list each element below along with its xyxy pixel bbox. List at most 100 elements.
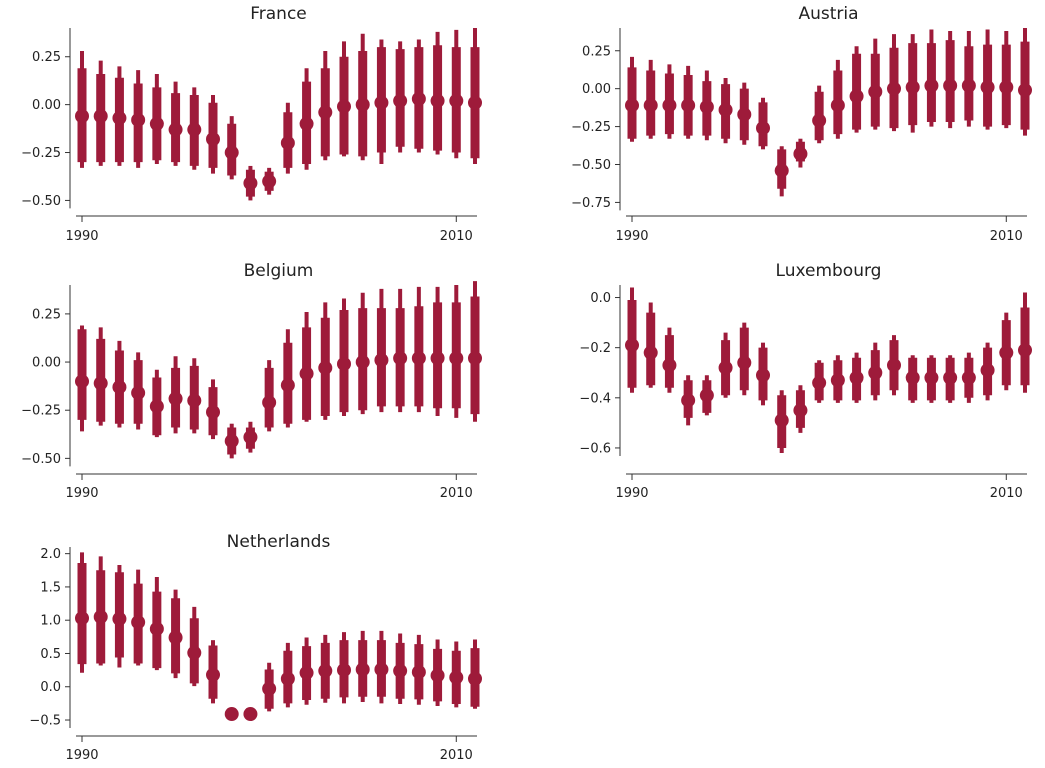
point-estimate	[662, 98, 677, 113]
point-estimate	[411, 91, 426, 106]
panel-luxembourg: Luxembourg −0.6 −0.4 −0.2 0.0 1990 2010	[579, 261, 1032, 501]
point-estimate	[887, 358, 901, 373]
y-tick-label: −0.6	[579, 441, 611, 456]
point-estimate	[299, 366, 314, 381]
point-estimate	[243, 707, 258, 722]
point-estimate	[756, 368, 770, 383]
y-tick-label: −0.25	[21, 404, 61, 419]
x-tick-label: 1990	[65, 748, 98, 763]
y-tick-label: −0.75	[571, 196, 611, 211]
point-estimate	[393, 351, 408, 366]
point-estimate	[168, 391, 183, 406]
y-tick-label: −0.50	[21, 452, 61, 467]
y-tick-label: −0.25	[21, 146, 61, 161]
point-estimate	[868, 84, 883, 99]
point-estimate	[1018, 83, 1032, 98]
point-estimate	[206, 132, 220, 147]
point-estimate	[131, 385, 146, 400]
point-estimate	[187, 393, 202, 408]
point-estimate	[999, 345, 1014, 360]
y-tick-label: 0.5	[40, 647, 61, 662]
point-estimate	[411, 665, 426, 680]
point-estimate	[93, 109, 108, 124]
point-estimate	[943, 78, 958, 93]
point-estimate	[774, 163, 789, 178]
point-estimate	[430, 351, 445, 366]
point-estimate	[262, 681, 277, 696]
x-tick-label: 2010	[440, 229, 473, 244]
point-estimate	[112, 611, 127, 626]
x-tick-label: 2010	[990, 486, 1023, 501]
point-estimate	[355, 97, 370, 112]
point-estimate	[643, 98, 658, 113]
y-tick-label: 0.0	[40, 680, 61, 695]
panel-austria: Austria −0.75 −0.50 −0.25 0.00 0.25 1990 2010	[571, 4, 1032, 244]
point-estimate	[75, 611, 89, 626]
point-estimate	[905, 370, 920, 385]
point-estimate	[93, 376, 108, 391]
point-estimate	[793, 403, 808, 418]
point-estimate	[168, 122, 183, 137]
point-estimate	[187, 645, 202, 660]
point-estimate	[280, 671, 295, 686]
y-tick-label: −0.4	[579, 391, 611, 406]
point-estimate	[756, 121, 770, 136]
point-estimate	[206, 667, 220, 682]
y-tick-label: 0.25	[32, 307, 61, 322]
point-estimate	[737, 355, 752, 370]
point-estimate	[149, 621, 164, 636]
point-estimate	[1018, 343, 1032, 358]
point-estimate	[112, 380, 127, 395]
y-tick-label: 0.00	[32, 356, 61, 371]
point-estimate	[924, 370, 939, 385]
y-tick-label: −0.2	[579, 341, 611, 356]
point-estimate	[224, 145, 239, 160]
point-estimate	[718, 102, 733, 117]
point-estimate	[961, 78, 976, 93]
point-estimate	[243, 176, 258, 191]
point-estimate	[299, 116, 314, 131]
y-tick-label: −0.50	[21, 194, 61, 209]
y-tick-label: 1.5	[40, 580, 61, 595]
x-tick-label: 1990	[615, 486, 648, 501]
x-tick-label: 1990	[65, 229, 98, 244]
point-estimate	[318, 663, 333, 678]
y-tick-label: 0.0	[590, 291, 611, 306]
point-estimate	[206, 405, 220, 420]
point-estimate	[625, 338, 639, 353]
x-tick-label: 2010	[440, 748, 473, 763]
y-tick-label: 0.00	[582, 82, 611, 97]
point-estimate	[924, 78, 939, 93]
point-estimate	[393, 93, 408, 108]
point-estimate	[149, 116, 164, 131]
point-estimate	[449, 93, 464, 108]
point-estimate	[737, 107, 752, 122]
point-estimate	[812, 113, 827, 128]
point-estimate	[980, 363, 995, 378]
point-estimate	[299, 665, 314, 680]
point-estimate	[849, 89, 864, 104]
point-estimate	[830, 373, 845, 388]
point-estimate	[131, 615, 146, 630]
point-estimate	[280, 378, 295, 393]
point-estimate	[374, 353, 389, 368]
point-estimate	[374, 662, 389, 677]
panel-title: Belgium	[244, 261, 314, 281]
point-estimate	[224, 707, 239, 722]
point-estimate	[643, 345, 658, 360]
point-estimate	[355, 355, 370, 370]
point-estimate	[812, 375, 827, 390]
y-tick-label: −0.25	[571, 120, 611, 135]
point-estimate	[337, 663, 351, 678]
x-tick-label: 1990	[65, 486, 98, 501]
point-estimate	[168, 630, 183, 645]
y-tick-label: 0.25	[582, 44, 611, 59]
point-estimate	[681, 393, 696, 408]
x-tick-label: 2010	[440, 486, 473, 501]
point-estimate	[149, 399, 164, 414]
point-estimate	[243, 430, 258, 445]
point-estimate	[961, 370, 976, 385]
panel-title: Luxembourg	[776, 261, 882, 281]
x-tick-label: 2010	[990, 229, 1023, 244]
point-estimate	[187, 122, 202, 137]
